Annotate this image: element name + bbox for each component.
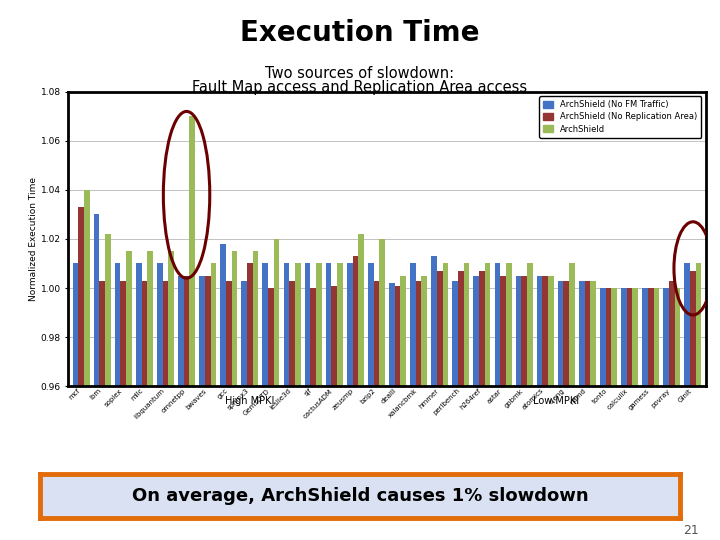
Bar xyxy=(558,281,564,540)
Bar xyxy=(379,239,385,540)
Bar xyxy=(337,264,343,540)
Bar xyxy=(590,281,596,540)
Bar xyxy=(474,276,479,540)
Text: Low MPKI: Low MPKI xyxy=(533,396,579,406)
Bar xyxy=(452,281,458,540)
Bar xyxy=(437,271,443,540)
Bar xyxy=(585,281,590,540)
Bar xyxy=(147,251,153,540)
Bar xyxy=(204,276,210,540)
Bar xyxy=(184,276,189,540)
Bar xyxy=(120,281,126,540)
Bar xyxy=(663,288,669,540)
Bar xyxy=(621,288,627,540)
Y-axis label: Normalized Execution Time: Normalized Execution Time xyxy=(29,177,38,301)
Bar xyxy=(627,288,632,540)
Bar xyxy=(389,283,395,540)
Bar xyxy=(284,264,289,540)
Bar xyxy=(690,271,696,540)
Bar xyxy=(675,288,680,540)
Bar xyxy=(94,214,99,540)
Bar xyxy=(696,264,701,540)
Bar xyxy=(274,239,279,540)
Bar xyxy=(400,276,406,540)
Bar xyxy=(632,288,638,540)
Bar xyxy=(178,276,184,540)
Bar xyxy=(210,264,216,540)
Bar xyxy=(168,251,174,540)
Bar xyxy=(600,288,606,540)
Bar xyxy=(199,276,204,540)
Bar xyxy=(310,288,316,540)
Bar xyxy=(570,264,575,540)
Bar xyxy=(163,281,168,540)
Bar xyxy=(316,264,322,540)
Bar xyxy=(247,264,253,540)
Bar xyxy=(479,271,485,540)
Bar xyxy=(289,281,295,540)
Bar xyxy=(262,264,268,540)
Bar xyxy=(353,256,358,540)
Bar xyxy=(648,288,654,540)
Bar xyxy=(136,264,142,540)
Bar xyxy=(536,276,542,540)
Bar xyxy=(189,116,195,540)
Text: Two sources of slowdown:: Two sources of slowdown: xyxy=(266,66,454,82)
Bar xyxy=(421,276,427,540)
Bar xyxy=(295,264,300,540)
Bar xyxy=(114,264,120,540)
Bar xyxy=(458,271,464,540)
Bar xyxy=(443,264,449,540)
Bar xyxy=(220,244,226,540)
Bar xyxy=(157,264,163,540)
Bar xyxy=(105,234,111,540)
Bar xyxy=(579,281,585,540)
Bar xyxy=(84,190,89,540)
Bar xyxy=(126,251,132,540)
Bar xyxy=(506,264,512,540)
Bar xyxy=(611,288,617,540)
Bar xyxy=(347,264,353,540)
Bar xyxy=(542,276,548,540)
Bar xyxy=(142,281,147,540)
Bar xyxy=(374,281,379,540)
Bar xyxy=(685,264,690,540)
Bar xyxy=(395,286,400,540)
Bar xyxy=(642,288,648,540)
Bar xyxy=(358,234,364,540)
Bar xyxy=(99,281,105,540)
Bar xyxy=(410,264,416,540)
Bar xyxy=(464,264,469,540)
Bar xyxy=(548,276,554,540)
Legend: ArchShield (No FM Traffic), ArchShield (No Replication Area), ArchShield: ArchShield (No FM Traffic), ArchShield (… xyxy=(539,96,701,138)
Bar xyxy=(527,264,533,540)
Text: On average, ArchShield causes 1% slowdown: On average, ArchShield causes 1% slowdow… xyxy=(132,487,588,505)
Bar xyxy=(564,281,570,540)
Bar xyxy=(268,288,274,540)
Bar xyxy=(241,281,247,540)
Bar xyxy=(606,288,611,540)
Bar xyxy=(325,264,331,540)
Text: High MPKI: High MPKI xyxy=(225,396,274,406)
Text: 21: 21 xyxy=(683,524,698,537)
Bar xyxy=(232,251,238,540)
Bar xyxy=(368,264,374,540)
Bar xyxy=(521,276,527,540)
Bar xyxy=(495,264,500,540)
Bar xyxy=(669,281,675,540)
Bar xyxy=(416,281,421,540)
Bar xyxy=(500,276,506,540)
Bar xyxy=(78,207,84,540)
Bar xyxy=(431,256,437,540)
Text: Fault Map access and Replication Area access: Fault Map access and Replication Area ac… xyxy=(192,80,528,96)
Text: Execution Time: Execution Time xyxy=(240,19,480,47)
Bar xyxy=(516,276,521,540)
Bar xyxy=(253,251,258,540)
Bar xyxy=(73,264,78,540)
Bar xyxy=(654,288,660,540)
Bar xyxy=(331,286,337,540)
Bar xyxy=(226,281,232,540)
Bar xyxy=(305,264,310,540)
Bar xyxy=(485,264,490,540)
